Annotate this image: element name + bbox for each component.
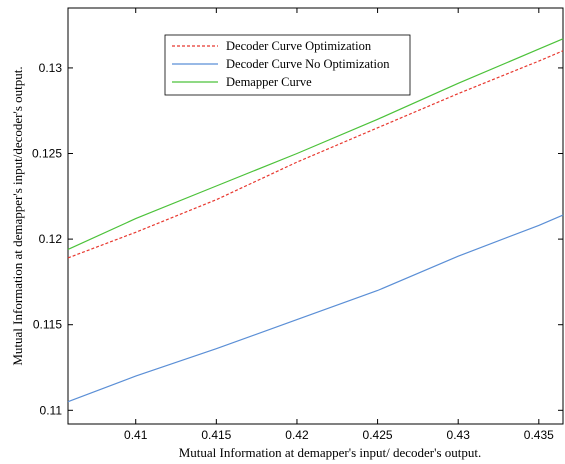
legend-box: [164, 34, 411, 96]
series-line-demapper: [67, 38, 564, 250]
x-tick-label: 0.41: [124, 428, 148, 442]
x-tick-label: 0.43: [447, 428, 471, 442]
y-axis-label: Mutual Information at demapper's input/d…: [10, 66, 25, 365]
legend: Decoder Curve Optimization Decoder Curve…: [164, 34, 411, 96]
legend-label-demapper: Demapper Curve: [226, 75, 312, 89]
x-axis-label: Mutual Information at demapper's input/ …: [179, 445, 482, 460]
y-tick-label: 0.125: [32, 147, 62, 161]
y-tick-label: 0.11: [40, 403, 63, 417]
tick-layer: 0.41 0.415 0.42 0.425 0.43 0.435 0.11 0.115 0.12…: [32, 8, 563, 442]
y-tick-label: 0.12: [39, 232, 63, 246]
x-tick-label: 0.435: [524, 428, 554, 442]
y-tick-label: 0.115: [33, 318, 62, 332]
legend-label-optimization: Decoder Curve Optimization: [226, 39, 372, 53]
x-tick-label: 0.425: [363, 428, 393, 442]
x-tick-label: 0.415: [201, 428, 231, 442]
series-line-no-optimization: [67, 214, 564, 403]
legend-label-no-optimization: Decoder Curve No Optimization: [226, 57, 390, 71]
x-tick-label: 0.42: [285, 428, 309, 442]
y-tick-label: 0.13: [39, 61, 63, 75]
series-line-optimization: [67, 50, 564, 259]
series-layer: [67, 38, 564, 403]
